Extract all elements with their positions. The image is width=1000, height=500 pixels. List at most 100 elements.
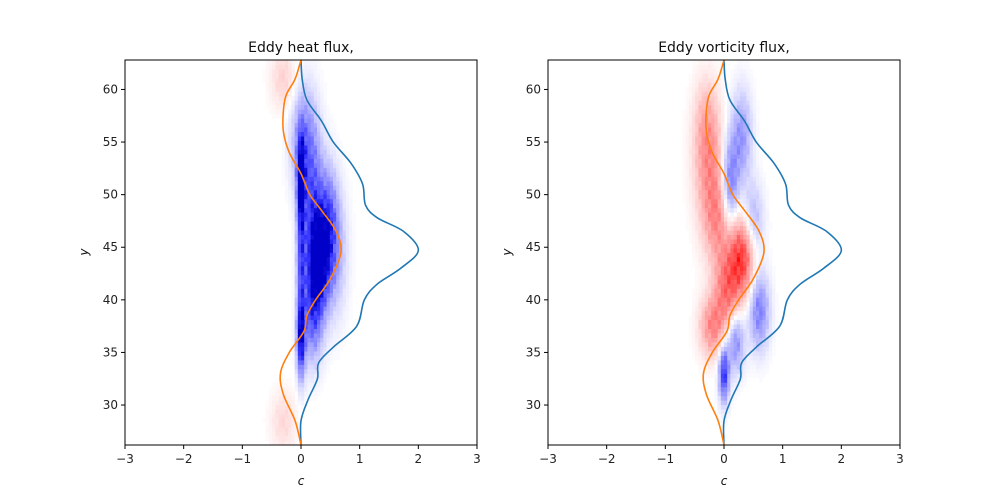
heatmap-cell bbox=[701, 310, 706, 316]
heatmap-cell bbox=[297, 136, 302, 141]
heatmap-cell bbox=[749, 301, 754, 307]
heatmap-cell bbox=[333, 154, 337, 159]
heatmap-cell bbox=[698, 118, 702, 124]
heatmap-cell bbox=[342, 324, 347, 330]
heatmap-cell bbox=[762, 346, 766, 352]
heatmap-cell bbox=[749, 113, 754, 119]
heatmap-cell bbox=[288, 109, 292, 115]
heatmap-cell bbox=[301, 364, 305, 370]
heatmap-cell bbox=[688, 342, 693, 347]
heatmap-cell bbox=[711, 77, 715, 83]
heatmap-cell bbox=[762, 301, 766, 307]
heatmap-cell bbox=[714, 154, 718, 159]
heatmap-cell bbox=[333, 297, 337, 303]
heatmap-cell bbox=[313, 77, 318, 83]
heatmap-cell bbox=[720, 82, 725, 88]
heatmap-cell bbox=[740, 386, 744, 392]
heatmap-cell bbox=[720, 373, 725, 379]
heatmap-cell bbox=[743, 198, 747, 204]
heatmap-cell bbox=[688, 324, 693, 330]
heatmap-cell bbox=[733, 377, 738, 383]
heatmap-cell bbox=[307, 221, 311, 227]
heatmap-cell bbox=[291, 395, 295, 401]
heatmap-cell bbox=[342, 207, 347, 213]
heatmap-cell bbox=[717, 60, 722, 65]
heatmap-cell bbox=[313, 216, 318, 222]
heatmap-cell bbox=[326, 234, 331, 240]
heatmap-cell bbox=[736, 221, 741, 227]
heatmap-cell bbox=[746, 207, 750, 213]
heatmap-cell bbox=[704, 162, 709, 168]
heatmap-cell bbox=[746, 73, 750, 79]
heatmap-cell bbox=[313, 248, 318, 253]
heatmap-cell bbox=[759, 315, 763, 321]
heatmap-cell bbox=[323, 328, 327, 334]
heatmap-cell bbox=[320, 386, 324, 392]
heatmap-cell bbox=[727, 409, 731, 415]
heatmap-cell bbox=[762, 180, 766, 186]
heatmap-cell bbox=[288, 203, 292, 209]
heatmap-cell bbox=[727, 373, 731, 379]
heatmap-cell bbox=[288, 158, 292, 164]
heatmap-cell bbox=[310, 328, 315, 334]
heatmap-cell bbox=[708, 185, 712, 191]
heatmap-cell bbox=[720, 243, 725, 249]
heatmap-cell bbox=[736, 104, 741, 110]
heatmap-cell bbox=[682, 109, 686, 115]
heatmap-cell bbox=[730, 234, 734, 240]
heatmap-cell bbox=[333, 171, 337, 177]
heatmap-cell bbox=[294, 270, 299, 276]
heatmap-cell bbox=[333, 350, 337, 356]
heatmap-cell bbox=[317, 122, 321, 128]
heatmap-cell bbox=[281, 373, 286, 379]
heatmap-cell bbox=[736, 203, 741, 209]
heatmap-cell bbox=[278, 400, 283, 406]
heatmap-cell bbox=[724, 171, 728, 177]
heatmap-cell bbox=[749, 104, 754, 110]
heatmap-cell bbox=[345, 212, 350, 218]
heatmap-cell bbox=[711, 243, 715, 249]
heatmap-cell bbox=[294, 404, 299, 410]
heatmap-cell bbox=[743, 136, 747, 141]
heatmap-cell bbox=[294, 100, 299, 106]
heatmap-cell bbox=[730, 297, 734, 303]
heatmap-cell bbox=[717, 391, 722, 397]
heatmap-cell bbox=[720, 180, 725, 186]
heatmap-cell bbox=[317, 337, 321, 343]
heatmap-cell bbox=[743, 328, 747, 334]
heatmap-cell bbox=[288, 216, 292, 222]
heatmap-cell bbox=[317, 118, 321, 124]
heatmap-cell bbox=[304, 216, 308, 222]
heatmap-cell bbox=[304, 162, 308, 168]
heatmap-cell bbox=[746, 145, 750, 150]
heatmap-cell bbox=[717, 373, 722, 379]
heatmap-cell bbox=[711, 82, 715, 88]
heatmap-cell bbox=[701, 297, 706, 303]
heatmap-cell bbox=[692, 225, 696, 231]
heatmap-cell bbox=[746, 359, 750, 365]
heatmap-cell bbox=[746, 350, 750, 356]
heatmap-cell bbox=[281, 422, 286, 428]
heatmap-cell bbox=[708, 373, 712, 379]
heatmap-cell bbox=[733, 64, 738, 70]
heatmap-cell bbox=[733, 189, 738, 195]
heatmap-cell bbox=[765, 292, 770, 298]
heatmap-cell bbox=[720, 355, 725, 361]
heatmap-cell bbox=[762, 185, 766, 191]
heatmap-cell bbox=[336, 154, 340, 159]
heatmap-cell bbox=[288, 404, 292, 410]
heatmap-cell bbox=[695, 216, 699, 222]
heatmap-cell bbox=[310, 364, 315, 370]
heatmap-cell bbox=[685, 131, 690, 137]
heatmap-cell bbox=[313, 145, 318, 150]
heatmap-cell bbox=[291, 359, 295, 365]
heatmap-cell bbox=[708, 328, 712, 334]
heatmap-cell bbox=[724, 180, 728, 186]
heatmap-cell bbox=[291, 283, 295, 289]
heatmap-cell bbox=[772, 283, 776, 289]
heatmap-cell bbox=[765, 230, 770, 235]
heatmap-cell bbox=[727, 216, 731, 222]
heatmap-cell bbox=[323, 333, 327, 338]
heatmap-cell bbox=[711, 203, 715, 209]
heatmap-cell bbox=[752, 109, 757, 115]
